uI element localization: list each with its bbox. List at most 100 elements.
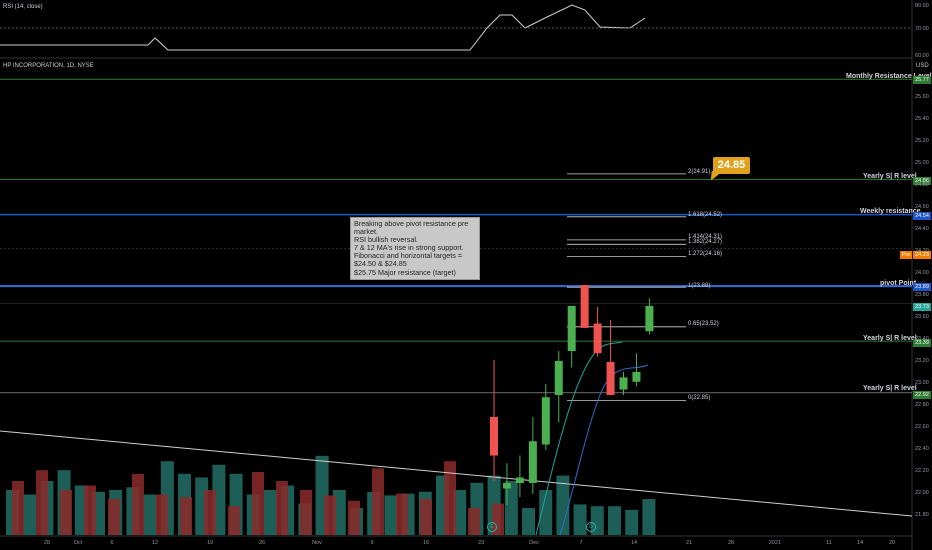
fib-label-1: 1(23.88) bbox=[688, 283, 711, 289]
fib-label-0: 0(22.85) bbox=[688, 395, 711, 401]
price-tick: 22.60 bbox=[915, 424, 929, 430]
rsi-line bbox=[0, 4, 646, 51]
price-tick: 21.80 bbox=[915, 512, 929, 518]
rsi-tick: 80.00 bbox=[915, 3, 929, 9]
volume-bar-up bbox=[453, 490, 467, 535]
price-tick: 22.20 bbox=[915, 468, 929, 474]
volume-bar-down bbox=[108, 499, 120, 535]
volume-bar-up bbox=[384, 495, 398, 535]
price-tick: 24.60 bbox=[915, 204, 929, 210]
target-callout: 24.85 bbox=[713, 157, 750, 174]
volume-bar-down bbox=[252, 472, 264, 535]
note-line: Fibonacci and horizontal targets = bbox=[354, 251, 463, 261]
candle-up bbox=[567, 305, 576, 351]
note-line: RSI bullish reversal. bbox=[354, 235, 418, 245]
volume-bar-down bbox=[180, 497, 192, 535]
volume-bar-up bbox=[608, 506, 621, 535]
candle-down bbox=[606, 362, 615, 395]
candle-up bbox=[619, 377, 628, 390]
volume-bar-down bbox=[60, 490, 72, 535]
volume-bar-down bbox=[420, 499, 432, 535]
candle-up bbox=[554, 360, 563, 395]
volume-bar-down bbox=[324, 495, 336, 535]
volume-bar-down bbox=[444, 461, 456, 535]
volume-bar-down bbox=[204, 490, 216, 535]
volume-bar-down bbox=[228, 506, 240, 535]
time-tick: 28 bbox=[727, 540, 735, 546]
fib-label-1382: 1.382(24.27) bbox=[688, 239, 723, 245]
price-tick: 22.00 bbox=[915, 490, 929, 496]
fib-label-2: 2(24.91) bbox=[688, 169, 711, 175]
volume-bar-up bbox=[522, 508, 535, 535]
time-tick: Oct bbox=[73, 540, 83, 546]
price-tag-yearly-2: 23.39 bbox=[913, 339, 931, 347]
analysis-note: Breaking above pivot resistance pre mark… bbox=[350, 217, 480, 280]
fib-label-1414: 1.414(24.31) bbox=[688, 234, 723, 240]
price-tick: 24.80 bbox=[915, 182, 929, 188]
price-tick: 24.40 bbox=[915, 226, 929, 232]
time-tick: 28 bbox=[43, 540, 51, 546]
price-tick: 22.80 bbox=[915, 402, 929, 408]
volume-bar-down bbox=[36, 470, 48, 535]
note-line: $25.75 Major resistance (target) bbox=[354, 267, 456, 277]
price-tick: 25.20 bbox=[915, 138, 929, 144]
time-tick: 6 bbox=[110, 540, 114, 546]
candle-up bbox=[632, 371, 641, 382]
price-tag-premarket: 24.23 bbox=[913, 251, 931, 259]
price-tag-weekly: 24.54 bbox=[913, 212, 931, 220]
time-tick: 26 bbox=[258, 540, 266, 546]
time-tick: 20 bbox=[888, 540, 896, 546]
volume-bar-up bbox=[539, 490, 553, 535]
yearly-level-label-1: Yearly S| R level bbox=[863, 173, 917, 180]
price-tick: 24.00 bbox=[915, 270, 929, 276]
volume-bar-up bbox=[625, 509, 639, 535]
price-tick: 22.40 bbox=[915, 446, 929, 452]
earnings-marker[interactable]: E bbox=[487, 522, 497, 532]
price-header: HP INCORPORATION, 1D, NYSE bbox=[3, 63, 94, 69]
currency-label: USD bbox=[916, 63, 929, 69]
price-tag-monthly: 25.77 bbox=[913, 76, 931, 84]
price-tick: 23.80 bbox=[915, 292, 929, 298]
time-tick: Nov bbox=[312, 540, 322, 546]
fib-label-065: 0.65(23.52) bbox=[688, 321, 719, 327]
time-tick: 14 bbox=[856, 540, 864, 546]
price-tick: 24.20 bbox=[915, 248, 929, 254]
volume-bar-up bbox=[556, 475, 570, 535]
volume-bar-down bbox=[12, 481, 24, 535]
candle-up bbox=[645, 305, 654, 332]
price-tag-yearly-3: 22.92 bbox=[913, 391, 931, 399]
time-tick: 23 bbox=[477, 540, 485, 546]
moving-average-7 bbox=[535, 341, 623, 536]
weekly-resistance-label: Weekly resistance bbox=[860, 208, 921, 215]
dividend-marker[interactable]: D bbox=[586, 522, 596, 532]
time-tick: 11 bbox=[826, 540, 832, 546]
candle-up bbox=[515, 477, 524, 483]
volume-bar-up bbox=[332, 490, 346, 535]
candle-down bbox=[490, 417, 498, 456]
volume-bar-down bbox=[396, 493, 408, 535]
fib-label-1618: 1.618(24.52) bbox=[688, 212, 723, 218]
volume-bar-down bbox=[468, 508, 480, 535]
time-tick: 14 bbox=[630, 540, 638, 546]
moving-average-12 bbox=[559, 364, 649, 536]
time-tick: 2021 bbox=[768, 540, 782, 546]
volume-bar-up bbox=[23, 494, 37, 535]
price-tag-yearly: 24.86 bbox=[913, 177, 931, 185]
candle-up bbox=[502, 483, 511, 489]
note-line: 7 & 12 MA's rise in strong support. bbox=[354, 243, 464, 253]
price-tick: 25.40 bbox=[915, 116, 929, 122]
price-tick: 25.00 bbox=[915, 160, 929, 166]
time-tick: 9 bbox=[370, 540, 374, 546]
price-tag-pivot: 23.89 bbox=[913, 283, 931, 291]
monthly-resistance-label: Monthly Resistance Level bbox=[846, 73, 932, 80]
volume-bar-down bbox=[156, 494, 168, 535]
note-line: Breaking above pivot resistance pre mark… bbox=[354, 219, 469, 237]
price-tick: 25.60 bbox=[915, 94, 929, 100]
yearly-level-label-2: Yearly S| R level bbox=[863, 335, 917, 342]
volume-bar-down bbox=[276, 481, 288, 535]
time-tick: 7 bbox=[579, 540, 583, 546]
rsi-tick: 60.00 bbox=[915, 53, 929, 59]
trendline bbox=[0, 430, 913, 517]
time-tick: 12 bbox=[151, 540, 159, 546]
time-tick: 16 bbox=[422, 540, 430, 546]
